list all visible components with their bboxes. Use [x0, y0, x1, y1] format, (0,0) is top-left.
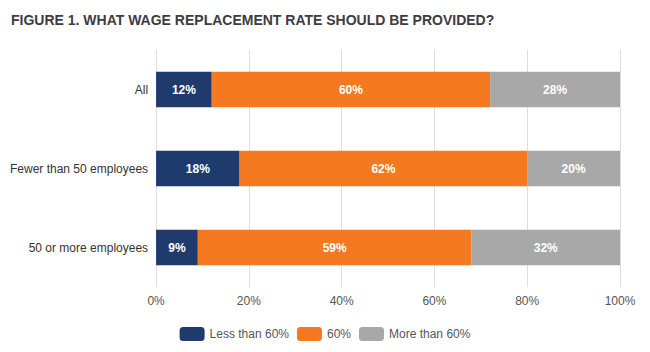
svg-text:50 or more employees: 50 or more employees — [29, 241, 148, 255]
svg-text:40%: 40% — [330, 294, 354, 308]
svg-text:Less than 60%: Less than 60% — [210, 327, 290, 341]
svg-text:More than 60%: More than 60% — [389, 327, 471, 341]
svg-text:59%: 59% — [323, 241, 347, 255]
svg-text:20%: 20% — [562, 162, 586, 176]
svg-text:60%: 60% — [327, 327, 351, 341]
svg-text:9%: 9% — [168, 241, 186, 255]
svg-text:0%: 0% — [147, 294, 165, 308]
svg-text:80%: 80% — [515, 294, 539, 308]
svg-text:60%: 60% — [339, 83, 363, 97]
svg-text:32%: 32% — [534, 241, 558, 255]
svg-text:Fewer than 50 employees: Fewer than 50 employees — [10, 162, 148, 176]
svg-text:62%: 62% — [371, 162, 395, 176]
svg-text:FIGURE 1. WHAT WAGE REPLACEMEN: FIGURE 1. WHAT WAGE REPLACEMENT RATE SHO… — [11, 12, 494, 28]
svg-text:18%: 18% — [186, 162, 210, 176]
svg-text:20%: 20% — [237, 294, 261, 308]
svg-text:60%: 60% — [422, 294, 446, 308]
svg-text:28%: 28% — [543, 83, 567, 97]
svg-text:100%: 100% — [605, 294, 636, 308]
svg-text:All: All — [135, 83, 148, 97]
svg-text:12%: 12% — [172, 83, 196, 97]
